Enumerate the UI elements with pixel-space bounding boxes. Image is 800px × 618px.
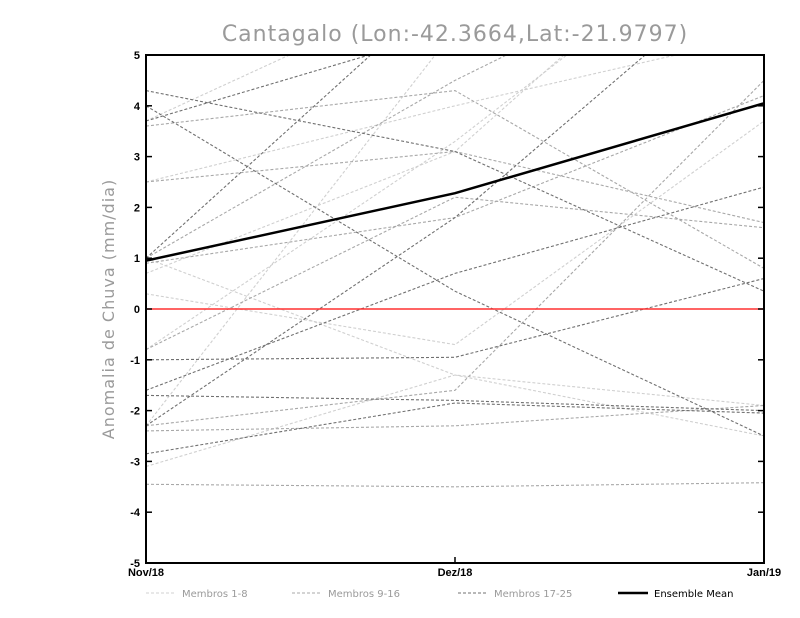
member-line-20 <box>146 277 764 361</box>
legend-item-4: Ensemble Mean <box>618 589 733 600</box>
member-line-9 <box>146 90 764 269</box>
x-tick-label: Dez/18 <box>438 567 473 579</box>
y-axis-label: Anomalia de Chuva (mm/dia) <box>99 179 118 439</box>
x-tick-label: Nov/18 <box>128 567 164 579</box>
member-line-5 <box>146 55 568 351</box>
member-line-2 <box>146 55 679 183</box>
series-layer <box>146 55 764 488</box>
member-line-17 <box>146 105 764 437</box>
legend-label: Membros 1-8 <box>182 589 248 600</box>
legend-item-2: Membros 9-16 <box>292 589 400 600</box>
member-line-6 <box>146 120 764 346</box>
legend-label: Membros 17-25 <box>494 589 572 600</box>
member-line-23 <box>146 55 647 427</box>
y-tick-label: -3 <box>130 456 140 468</box>
legend-label: Ensemble Mean <box>654 589 733 600</box>
member-line-12 <box>146 80 764 427</box>
y-tick-label: 1 <box>134 253 140 265</box>
member-line-7 <box>146 55 436 427</box>
legend-label: Membros 9-16 <box>328 589 400 600</box>
y-tick-label: -1 <box>130 355 140 367</box>
y-tick-label: 0 <box>134 304 140 316</box>
member-line-13 <box>146 404 764 432</box>
y-tick-label: -2 <box>130 406 140 418</box>
member-line-21 <box>146 394 764 412</box>
y-tick-label: 4 <box>134 101 141 113</box>
legend-item-3: Membros 17-25 <box>458 589 572 600</box>
member-line-3 <box>146 374 764 468</box>
member-line-16 <box>146 55 508 259</box>
member-line-10 <box>146 95 764 264</box>
y-tick-label: -5 <box>130 558 140 570</box>
member-line-14 <box>146 196 764 351</box>
member-line-11 <box>146 150 764 224</box>
legend-item-1: Membros 1-8 <box>146 589 248 600</box>
member-line-8 <box>146 55 291 122</box>
y-tick-label: 5 <box>134 50 140 62</box>
ensemble-mean-line <box>146 102 764 262</box>
member-line-15 <box>146 482 764 488</box>
y-tick-label: 2 <box>134 202 140 214</box>
x-tick-label: Jan/19 <box>747 567 781 579</box>
member-line-19 <box>146 186 764 391</box>
member-line-25 <box>146 55 372 122</box>
member-line-22 <box>146 402 764 455</box>
member-line-18 <box>146 90 764 292</box>
y-tick-label: -4 <box>130 507 141 519</box>
chart-title: Cantagalo (Lon:-42.3664,Lat:-21.9797) <box>222 22 688 47</box>
member-line-1 <box>146 257 764 437</box>
legend: Membros 1-8 Membros 9-16 Membros 17-25 Ense… <box>146 589 733 600</box>
y-tick-label: 3 <box>134 152 140 164</box>
